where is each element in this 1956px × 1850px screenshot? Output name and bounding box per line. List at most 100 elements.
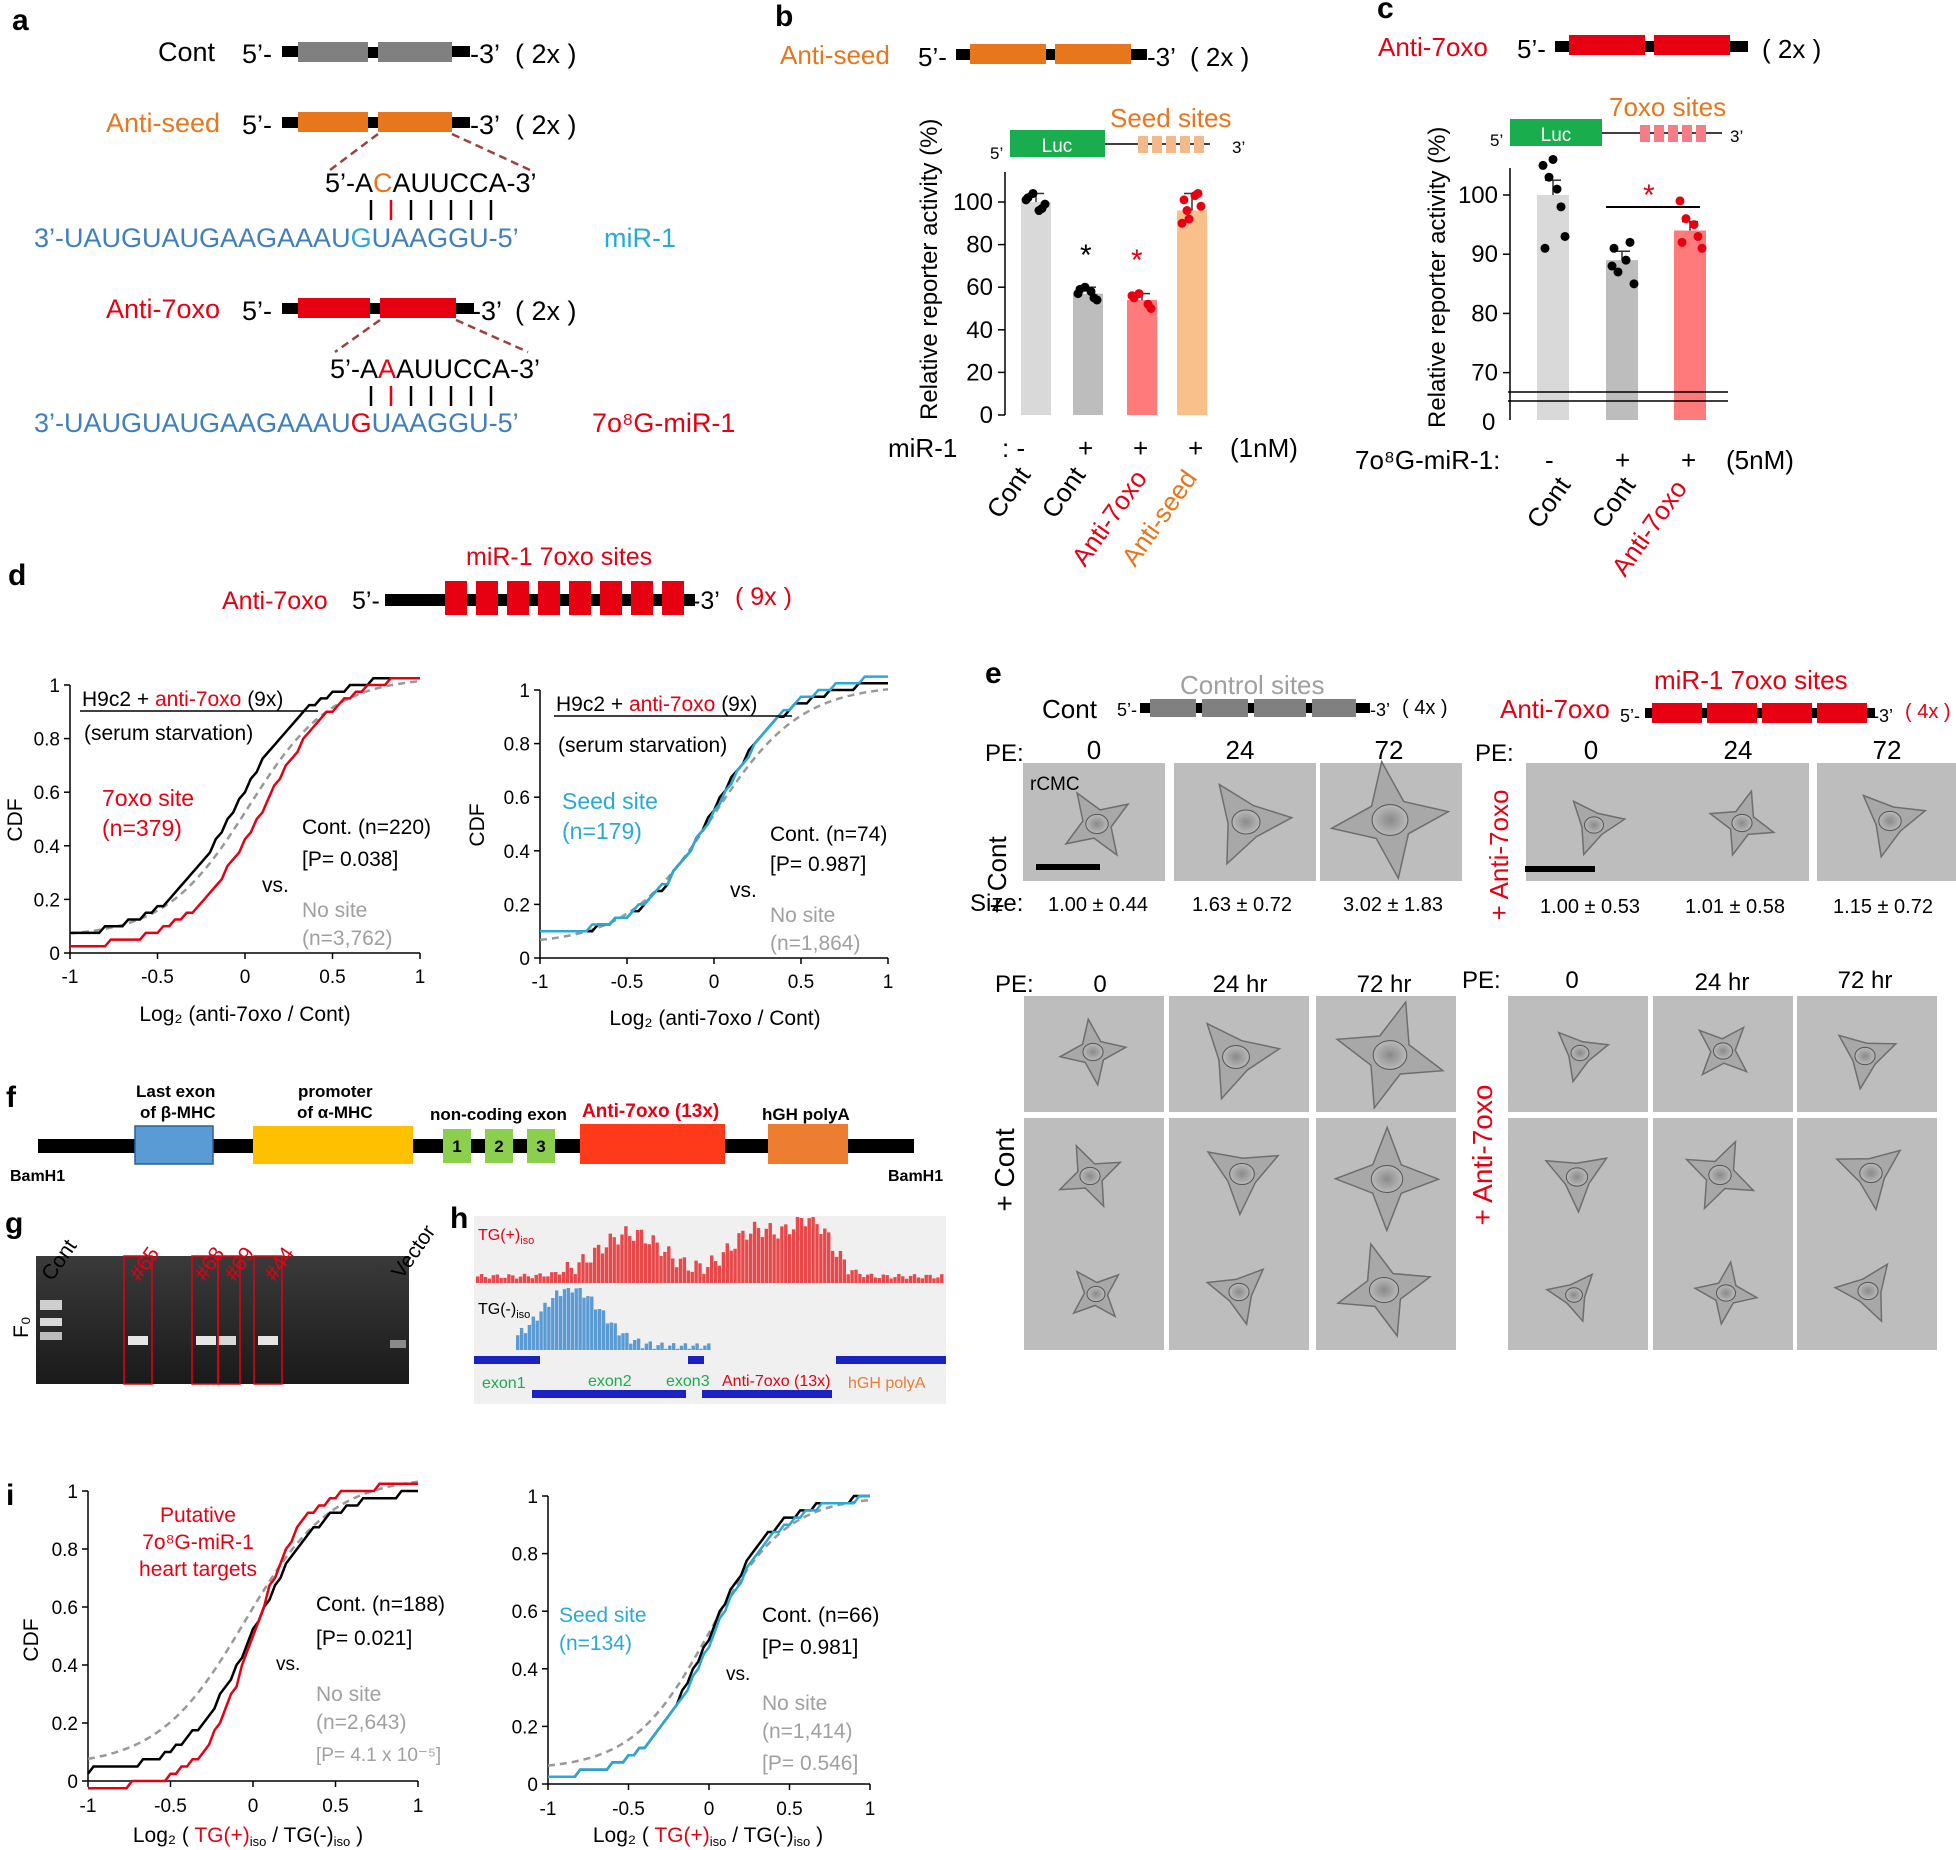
- i-left-site-3: heart targets: [139, 1558, 257, 1581]
- xtick-label: 0.5: [322, 1796, 348, 1817]
- coverage-bar: [655, 1242, 659, 1283]
- coverage-bar: [932, 1278, 936, 1283]
- d-left-vs: vs.: [262, 874, 289, 897]
- ytick-label: 0.4: [34, 837, 61, 858]
- e-cont-5: 5’-: [1117, 700, 1137, 720]
- cell-nucleus: [1570, 1044, 1590, 1062]
- e-time-6: 72: [1873, 735, 1902, 765]
- coverage-bar: [581, 1254, 585, 1283]
- a-mir1-seq: 3’-UAUGUAUGAAGAAAUGUAAGGU-5’: [34, 223, 519, 253]
- coverage-bar: [799, 1217, 804, 1283]
- ytick-label: 90: [1471, 241, 1498, 268]
- a-site-seq-1: 5’-ACAUUCCA-3’: [325, 168, 537, 198]
- ytick-label: 0.4: [512, 1660, 539, 1681]
- b-cat-1: Cont: [980, 461, 1037, 524]
- d-left-ylabel: CDF: [4, 798, 27, 841]
- coverage-bar: [764, 1228, 768, 1283]
- coverage-bar: [582, 1297, 586, 1350]
- xtick-label: -0.5: [611, 972, 644, 993]
- coverage-bar: [690, 1271, 694, 1283]
- micrograph: [1797, 996, 1937, 1112]
- coverage-bar: [940, 1274, 944, 1283]
- micrograph: [1817, 763, 1956, 881]
- c-sites: 7oxo sites: [1609, 92, 1726, 122]
- coverage-bar: [858, 1273, 862, 1283]
- coverage-bar: [554, 1272, 558, 1283]
- micrograph: [1169, 1234, 1309, 1350]
- ytick-label: 0.8: [34, 730, 60, 751]
- coverage-bar: [687, 1348, 691, 1350]
- b-luc: Luc: [1042, 136, 1073, 157]
- data-point: [1538, 160, 1548, 170]
- c-bars: [1537, 154, 1707, 420]
- xtick-label: 0: [709, 972, 720, 993]
- coverage-bar: [632, 1240, 636, 1283]
- b-3prime: -3’: [1147, 42, 1176, 72]
- coverage-bar: [866, 1274, 870, 1283]
- data-point: [1548, 154, 1558, 164]
- d-3prime: -3’: [692, 587, 720, 615]
- coverage-bar: [594, 1309, 598, 1350]
- c-ytick-0: 0: [1482, 409, 1495, 436]
- panel-letter-e: e: [985, 657, 1002, 690]
- coverage-bar: [834, 1256, 839, 1283]
- coverage-bar: [503, 1277, 507, 1283]
- c-treat-label: 7o⁸G-miR-1:: [1355, 445, 1500, 475]
- coverage-bar: [776, 1238, 780, 1283]
- coverage-bar: [589, 1262, 593, 1283]
- coverage-bar: [573, 1274, 577, 1283]
- micrograph: [1174, 763, 1316, 881]
- coverage-bar: [507, 1274, 511, 1283]
- coverage-bar: [625, 1332, 629, 1350]
- data-point: [1681, 214, 1691, 224]
- coverage-bar: [593, 1247, 597, 1283]
- micrograph: [1653, 996, 1793, 1112]
- f-exon-1: 1: [452, 1137, 461, 1156]
- e-time-3: 72: [1375, 735, 1404, 765]
- data-point: [1196, 201, 1206, 211]
- coverage-bar: [682, 1257, 687, 1283]
- coverage-bar: [561, 1271, 566, 1283]
- i-right-vs: vs.: [726, 1664, 750, 1685]
- c-yticks: 70 80 90 100: [1458, 182, 1510, 387]
- a-antiseed-5prime: 5’-: [242, 110, 272, 140]
- coverage-bar: [889, 1278, 893, 1283]
- e-anti-5: 5’-: [1620, 706, 1640, 726]
- d-sites-label: miR-1 7oxo sites: [466, 543, 652, 571]
- coverage-bar: [585, 1262, 589, 1283]
- d-right-site-n: (n=179): [562, 818, 642, 844]
- micrograph: [1316, 1234, 1456, 1350]
- micrograph: [1024, 1234, 1164, 1350]
- cell-nucleus: [1857, 1281, 1879, 1301]
- data-point: [1127, 291, 1137, 301]
- coverage-bar: [838, 1250, 843, 1283]
- c-conc: (5nM): [1726, 445, 1794, 475]
- data-point: [1092, 295, 1102, 305]
- coverage-bar: [772, 1234, 776, 1283]
- i-left-xlabel: Log₂ ( TG(+)iso / TG(-)iso ): [133, 1824, 363, 1849]
- coverage-bar: [659, 1255, 663, 1283]
- d-left-site-n: (n=379): [102, 815, 182, 841]
- coverage-bar: [613, 1323, 617, 1350]
- b-treat-1: : -: [1002, 433, 1025, 463]
- coverage-bar: [596, 1244, 601, 1283]
- c-cat-1: Cont: [1520, 471, 1577, 534]
- coverage-bar: [830, 1250, 835, 1283]
- f-last-exon-2: of β-MHC: [140, 1103, 216, 1122]
- coverage-bar: [819, 1234, 823, 1283]
- ytick-label: 0.2: [512, 1717, 538, 1738]
- coverage-bar: [667, 1246, 671, 1283]
- e-time-hr-4: 0: [1565, 967, 1578, 994]
- d-left-xlabel: Log₂ (anti-7oxo / Cont): [139, 1003, 350, 1026]
- i-right-xlabel: Log₂ ( TG(+)iso / TG(-)iso ): [593, 1824, 823, 1849]
- a-cont-label: Cont: [158, 37, 216, 67]
- micrograph: [1508, 1118, 1648, 1234]
- coverage-bar: [679, 1345, 684, 1350]
- coverage-bar: [893, 1277, 897, 1283]
- ytick-label: 40: [966, 317, 993, 344]
- coverage-bar: [609, 1322, 613, 1350]
- ytick-label: 80: [1471, 300, 1498, 327]
- a-antiseed-label: Anti-seed: [106, 108, 220, 138]
- a-antiseed-2x: ( 2x ): [515, 110, 577, 140]
